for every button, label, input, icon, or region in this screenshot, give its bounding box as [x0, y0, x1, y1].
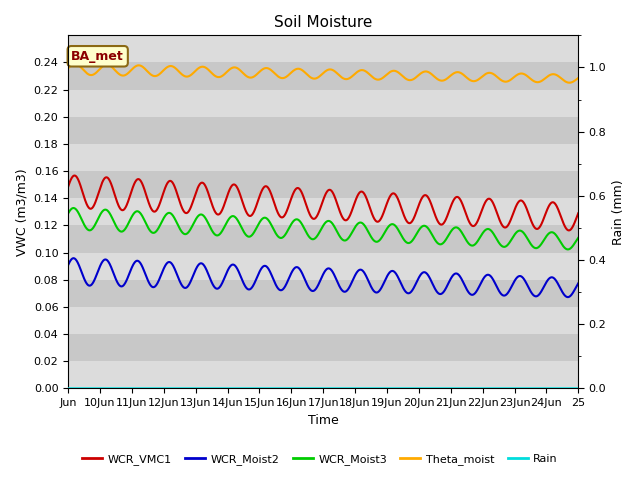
- Bar: [68, 252, 579, 280]
- Theta_moist: [281, 75, 289, 81]
- Y-axis label: VWC (m3/m3): VWC (m3/m3): [15, 168, 28, 256]
- Rain: [355, 385, 362, 391]
- Bar: [68, 334, 579, 361]
- Rain: [64, 385, 72, 391]
- Theta_moist: [575, 75, 582, 81]
- WCR_VMC1: [125, 197, 132, 203]
- WCR_Moist2: [64, 262, 72, 268]
- Line: WCR_Moist2: WCR_Moist2: [68, 258, 579, 297]
- WCR_Moist3: [355, 220, 363, 226]
- WCR_VMC1: [281, 212, 289, 218]
- Rain: [125, 385, 132, 391]
- WCR_Moist3: [301, 226, 308, 232]
- WCR_Moist2: [575, 280, 582, 286]
- Title: Soil Moisture: Soil Moisture: [274, 15, 372, 30]
- WCR_Moist3: [564, 247, 572, 252]
- WCR_Moist2: [301, 276, 308, 282]
- Theta_moist: [292, 67, 300, 72]
- Rain: [301, 385, 308, 391]
- WCR_Moist3: [125, 220, 132, 226]
- Bar: [68, 36, 579, 62]
- WCR_Moist3: [575, 235, 582, 240]
- Line: WCR_Moist3: WCR_Moist3: [68, 208, 579, 250]
- WCR_Moist3: [104, 208, 112, 214]
- WCR_Moist3: [64, 211, 72, 216]
- WCR_VMC1: [301, 197, 308, 203]
- Line: WCR_VMC1: WCR_VMC1: [68, 176, 579, 230]
- Theta_moist: [566, 80, 573, 85]
- Y-axis label: Rain (mm): Rain (mm): [612, 179, 625, 245]
- Theta_moist: [355, 68, 363, 74]
- Rain: [291, 385, 299, 391]
- WCR_Moist2: [125, 272, 132, 278]
- Theta_moist: [71, 61, 79, 67]
- WCR_Moist2: [564, 294, 572, 300]
- WCR_Moist2: [292, 264, 300, 270]
- Theta_moist: [104, 62, 112, 68]
- WCR_Moist3: [281, 232, 289, 238]
- WCR_Moist2: [355, 267, 363, 273]
- WCR_VMC1: [292, 187, 300, 192]
- Bar: [68, 62, 579, 90]
- WCR_VMC1: [565, 228, 573, 233]
- WCR_Moist2: [281, 284, 289, 289]
- WCR_VMC1: [355, 191, 363, 196]
- Bar: [68, 90, 579, 117]
- Theta_moist: [301, 69, 308, 75]
- Bar: [68, 144, 579, 171]
- Bar: [68, 280, 579, 307]
- Text: BA_met: BA_met: [71, 50, 124, 63]
- Theta_moist: [64, 65, 72, 71]
- Rain: [104, 385, 111, 391]
- Bar: [68, 361, 579, 388]
- WCR_VMC1: [575, 210, 582, 216]
- WCR_VMC1: [104, 175, 112, 181]
- WCR_Moist3: [292, 216, 300, 222]
- Rain: [575, 385, 582, 391]
- WCR_VMC1: [64, 184, 72, 190]
- Legend: WCR_VMC1, WCR_Moist2, WCR_Moist3, Theta_moist, Rain: WCR_VMC1, WCR_Moist2, WCR_Moist3, Theta_…: [77, 450, 563, 469]
- Bar: [68, 226, 579, 252]
- X-axis label: Time: Time: [308, 414, 339, 427]
- Bar: [68, 198, 579, 226]
- Line: Theta_moist: Theta_moist: [68, 64, 579, 83]
- WCR_VMC1: [71, 173, 79, 179]
- Bar: [68, 307, 579, 334]
- Bar: [68, 171, 579, 198]
- WCR_Moist3: [70, 205, 77, 211]
- Rain: [281, 385, 289, 391]
- WCR_Moist2: [70, 255, 77, 261]
- WCR_Moist2: [104, 258, 112, 264]
- Theta_moist: [125, 70, 132, 75]
- Bar: [68, 117, 579, 144]
